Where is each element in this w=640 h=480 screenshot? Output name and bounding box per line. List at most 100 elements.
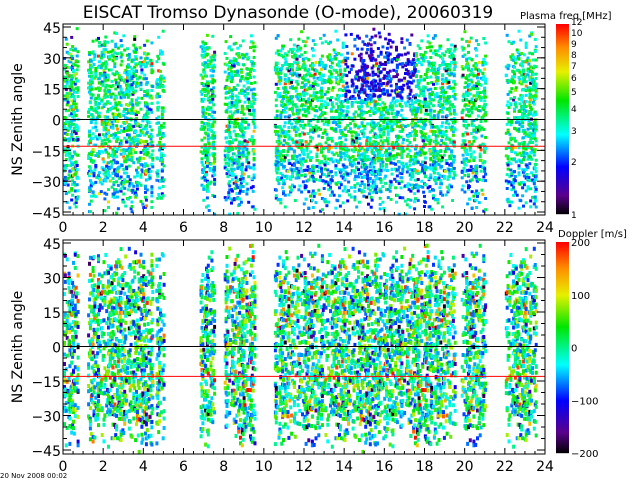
data-cell (355, 89, 359, 93)
data-cell (357, 96, 361, 100)
data-cell (140, 168, 144, 172)
data-cell (376, 54, 380, 58)
data-cell (296, 47, 300, 51)
data-cell (321, 147, 325, 151)
data-cell (157, 193, 161, 196)
data-cell (94, 125, 98, 129)
data-cell (237, 73, 241, 77)
data-cell (203, 71, 207, 75)
data-cell (441, 193, 445, 197)
data-cell (304, 185, 308, 188)
data-cell (370, 162, 374, 166)
data-cell (136, 84, 140, 88)
data-cell (426, 81, 430, 85)
data-cell (430, 93, 434, 96)
data-cell (123, 71, 127, 75)
data-cell (200, 53, 204, 57)
data-cell (159, 143, 162, 147)
data-cell (344, 148, 348, 152)
data-cell (363, 183, 367, 187)
data-cell (335, 78, 339, 81)
data-cell (341, 105, 345, 109)
data-cell (313, 128, 317, 132)
data-cell (147, 174, 151, 178)
data-cell (395, 124, 399, 128)
data-cell (337, 98, 341, 102)
data-cell (145, 164, 149, 168)
data-cell (360, 176, 364, 179)
data-cell (425, 166, 429, 170)
data-cell (143, 152, 147, 156)
data-cell (331, 86, 335, 90)
data-cell (76, 64, 80, 68)
data-cell (426, 112, 430, 116)
data-cell (234, 180, 238, 184)
data-cell (97, 150, 101, 154)
data-cell (128, 79, 132, 83)
data-cell (316, 148, 320, 152)
data-cell (283, 193, 287, 197)
data-cell (385, 90, 389, 94)
data-cell (205, 64, 208, 68)
data-cell (99, 66, 103, 70)
data-cell (75, 183, 79, 187)
data-cell (230, 201, 233, 205)
data-cell (66, 128, 70, 132)
data-cell (309, 87, 313, 91)
data-cell (408, 141, 412, 144)
data-cell (312, 179, 316, 183)
data-cell (348, 127, 352, 131)
data-cell (348, 70, 351, 74)
data-cell (71, 182, 75, 186)
data-cell (250, 138, 254, 142)
data-cell (97, 133, 101, 137)
data-cell (156, 133, 160, 137)
data-cell (72, 94, 75, 98)
data-cell (351, 97, 355, 100)
data-cell (102, 50, 106, 53)
data-cell (252, 56, 256, 59)
data-cell (426, 103, 430, 107)
data-cell (410, 81, 414, 85)
data-cell (231, 173, 235, 177)
data-cell (144, 57, 147, 61)
data-cell (241, 107, 245, 111)
data-cell (400, 148, 404, 152)
data-cell (405, 154, 409, 158)
data-cell (205, 52, 209, 56)
data-cell (237, 160, 241, 164)
data-cell (119, 90, 123, 94)
data-cell (70, 119, 74, 123)
data-cell (135, 142, 139, 146)
data-cell (372, 112, 376, 116)
data-cell (76, 95, 80, 98)
data-cell (442, 106, 445, 110)
data-cell (253, 93, 257, 96)
data-cell (411, 130, 415, 134)
data-cell (329, 58, 332, 62)
data-cell (160, 50, 164, 54)
data-cell (305, 146, 309, 149)
data-cell (320, 54, 324, 58)
data-cell (371, 190, 375, 194)
data-cell (74, 170, 78, 174)
data-cell (226, 75, 230, 79)
data-cell (422, 100, 426, 104)
data-cell (70, 54, 74, 58)
data-cell (97, 111, 101, 115)
data-cell (330, 139, 334, 143)
data-cell (447, 79, 451, 83)
data-cell (144, 149, 147, 153)
data-cell (313, 145, 317, 149)
data-cell (227, 192, 231, 196)
data-cell (373, 105, 377, 109)
data-cell (327, 200, 331, 204)
data-cell (436, 116, 440, 119)
data-cell (316, 169, 320, 173)
data-cell (239, 68, 243, 72)
data-cell (439, 55, 443, 59)
data-cell (123, 151, 127, 155)
data-cell (401, 65, 405, 69)
data-cell (314, 83, 318, 86)
data-cell (285, 79, 289, 83)
